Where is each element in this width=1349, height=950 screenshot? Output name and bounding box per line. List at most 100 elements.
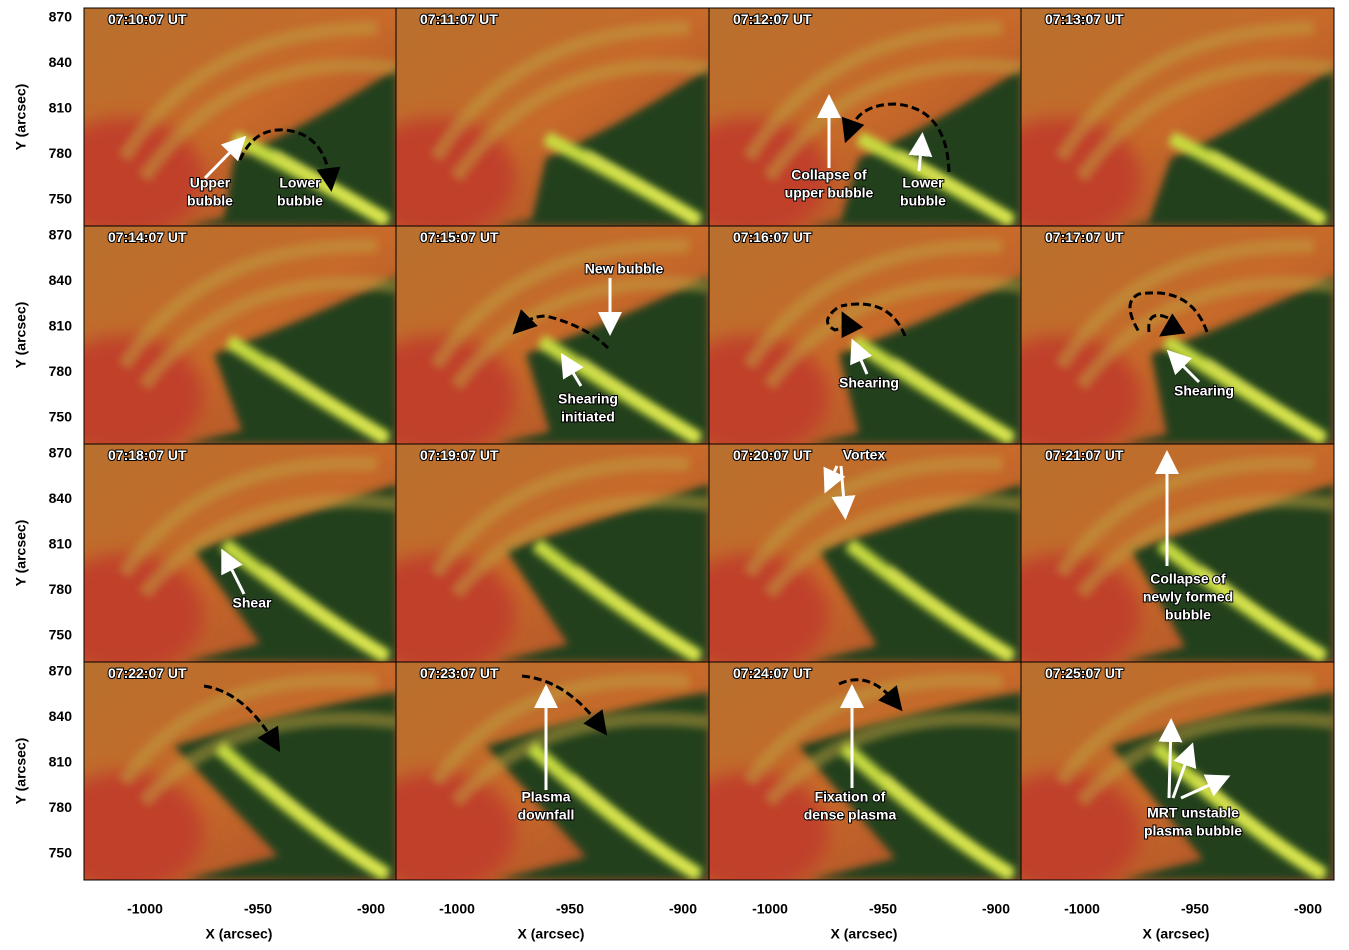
panel: 07:25:07 UT MRT unstable plasma bubble: [981, 662, 1334, 892]
solar-image: [669, 226, 1022, 456]
y-tick-label: 810: [49, 754, 73, 770]
x-tick-label: -900: [357, 901, 385, 917]
panel: 07:24:07 UT Fixation of dense plasma: [669, 662, 1022, 892]
x-axis-label: X (arcsec): [831, 926, 898, 942]
timestamp: 07:14:07 UT: [108, 229, 187, 245]
annotation-label: Shearing: [839, 375, 899, 391]
panel: 07:13:07 UT: [981, 8, 1334, 238]
timestamp: 07:18:07 UT: [108, 447, 187, 463]
y-tick-label: 750: [49, 845, 73, 861]
annotation-label: bubble: [277, 193, 323, 209]
annotation-label: Shearing: [558, 391, 618, 407]
y-tick-label: 870: [49, 9, 73, 25]
panel: 07:23:07 UT Plasma downfall: [356, 662, 709, 892]
x-tick-label: -950: [869, 901, 897, 917]
panel: 07:21:07 UT Collapse of newly formed bubble: [981, 444, 1334, 674]
y-tick-label: 870: [49, 227, 73, 243]
panel: 07:18:07 UT Shear: [44, 444, 397, 674]
timestamp: 07:23:07 UT: [420, 665, 499, 681]
x-tick-label: -1000: [1064, 901, 1100, 917]
solar-image: [44, 662, 397, 892]
y-axis-label: Y (arcsec): [13, 738, 29, 805]
x-tick-label: -900: [1294, 901, 1322, 917]
y-axis-label: Y (arcsec): [13, 520, 29, 587]
solar-image: [981, 226, 1334, 456]
annotation-arrow: [1169, 724, 1171, 798]
timestamp: 07:15:07 UT: [420, 229, 499, 245]
panel: 07:16:07 UT Shearing: [669, 226, 1022, 456]
y-tick-label: 780: [49, 145, 73, 161]
y-tick-label: 840: [49, 54, 73, 70]
timestamp: 07:11:07 UT: [420, 11, 498, 27]
x-tick-label: -950: [1181, 901, 1209, 917]
x-tick-label: -900: [669, 901, 697, 917]
x-tick-label: -1000: [752, 901, 788, 917]
annotation-label: downfall: [518, 807, 575, 823]
panel: 07:22:07 UT: [44, 662, 397, 892]
solar-image: [981, 444, 1334, 674]
timestamp: 07:22:07 UT: [108, 665, 187, 681]
x-tick-label: -950: [556, 901, 584, 917]
timestamp: 07:17:07 UT: [1045, 229, 1124, 245]
x-axis-label: X (arcsec): [518, 926, 585, 942]
solar-image: [669, 8, 1022, 238]
annotation-label: plasma bubble: [1144, 823, 1242, 839]
solar-image: [356, 8, 709, 238]
timestamp: 07:10:07 UT: [108, 11, 187, 27]
y-tick-label: 870: [49, 663, 73, 679]
annotation-label: Fixation of: [815, 789, 886, 805]
y-tick-label: 810: [49, 100, 73, 116]
timestamp: 07:20:07 UT: [733, 447, 812, 463]
y-tick-label: 780: [49, 799, 73, 815]
timestamp: 07:19:07 UT: [420, 447, 499, 463]
solar-image: [44, 226, 397, 456]
annotation-label: bubble: [1165, 607, 1211, 623]
annotation-label: Collapse of: [1150, 571, 1226, 587]
solar-image: [981, 662, 1334, 892]
x-axis-label: X (arcsec): [206, 926, 273, 942]
y-tick-label: 810: [49, 536, 73, 552]
annotation-label: bubble: [187, 193, 233, 209]
annotation-label: dense plasma: [804, 807, 897, 823]
annotation-label: Plasma: [521, 789, 570, 805]
panel: 07:11:07 UT: [356, 8, 709, 238]
annotation-label: upper bubble: [785, 185, 874, 201]
timestamp: 07:24:07 UT: [733, 665, 812, 681]
red-region: [44, 772, 204, 892]
panel: 07:14:07 UT: [44, 226, 397, 456]
annotation-label: Shearing: [1174, 383, 1234, 399]
annotation-label: newly formed: [1143, 589, 1233, 605]
y-tick-label: 840: [49, 272, 73, 288]
solar-image: [981, 8, 1334, 238]
y-axis-label: Y (arcsec): [13, 302, 29, 369]
x-tick-label: -950: [244, 901, 272, 917]
y-tick-label: 870: [49, 445, 73, 461]
x-tick-label: -900: [982, 901, 1010, 917]
x-tick-label: -1000: [127, 901, 163, 917]
y-tick-label: 750: [49, 627, 73, 643]
y-tick-label: 750: [49, 191, 73, 207]
panel: 07:19:07 UT: [356, 444, 709, 674]
timestamp: 07:25:07 UT: [1045, 665, 1124, 681]
annotation-label: Upper: [190, 175, 231, 191]
x-axis-label: X (arcsec): [1143, 926, 1210, 942]
y-tick-label: 840: [49, 708, 73, 724]
solar-image: [669, 444, 1022, 674]
x-tick-label: -1000: [439, 901, 475, 917]
y-tick-label: 810: [49, 318, 73, 334]
y-tick-label: 780: [49, 581, 73, 597]
timestamp: 07:16:07 UT: [733, 229, 812, 245]
annotation-label: initiated: [561, 409, 615, 425]
panel: 07:15:07 UTNew bubbleShearinginitiated: [356, 226, 709, 456]
timestamp: 07:21:07 UT: [1045, 447, 1124, 463]
annotation-label: bubble: [900, 193, 946, 209]
y-tick-label: 840: [49, 490, 73, 506]
solar-image: [356, 444, 709, 674]
figure: 07:10:07 UTUpperbubbleLowerbubble07:11:0…: [0, 0, 1349, 945]
annotation-label: Shear: [233, 595, 272, 611]
annotation-label: MRT unstable: [1147, 805, 1239, 821]
timestamp: 07:12:07 UT: [733, 11, 812, 27]
y-tick-label: 750: [49, 409, 73, 425]
